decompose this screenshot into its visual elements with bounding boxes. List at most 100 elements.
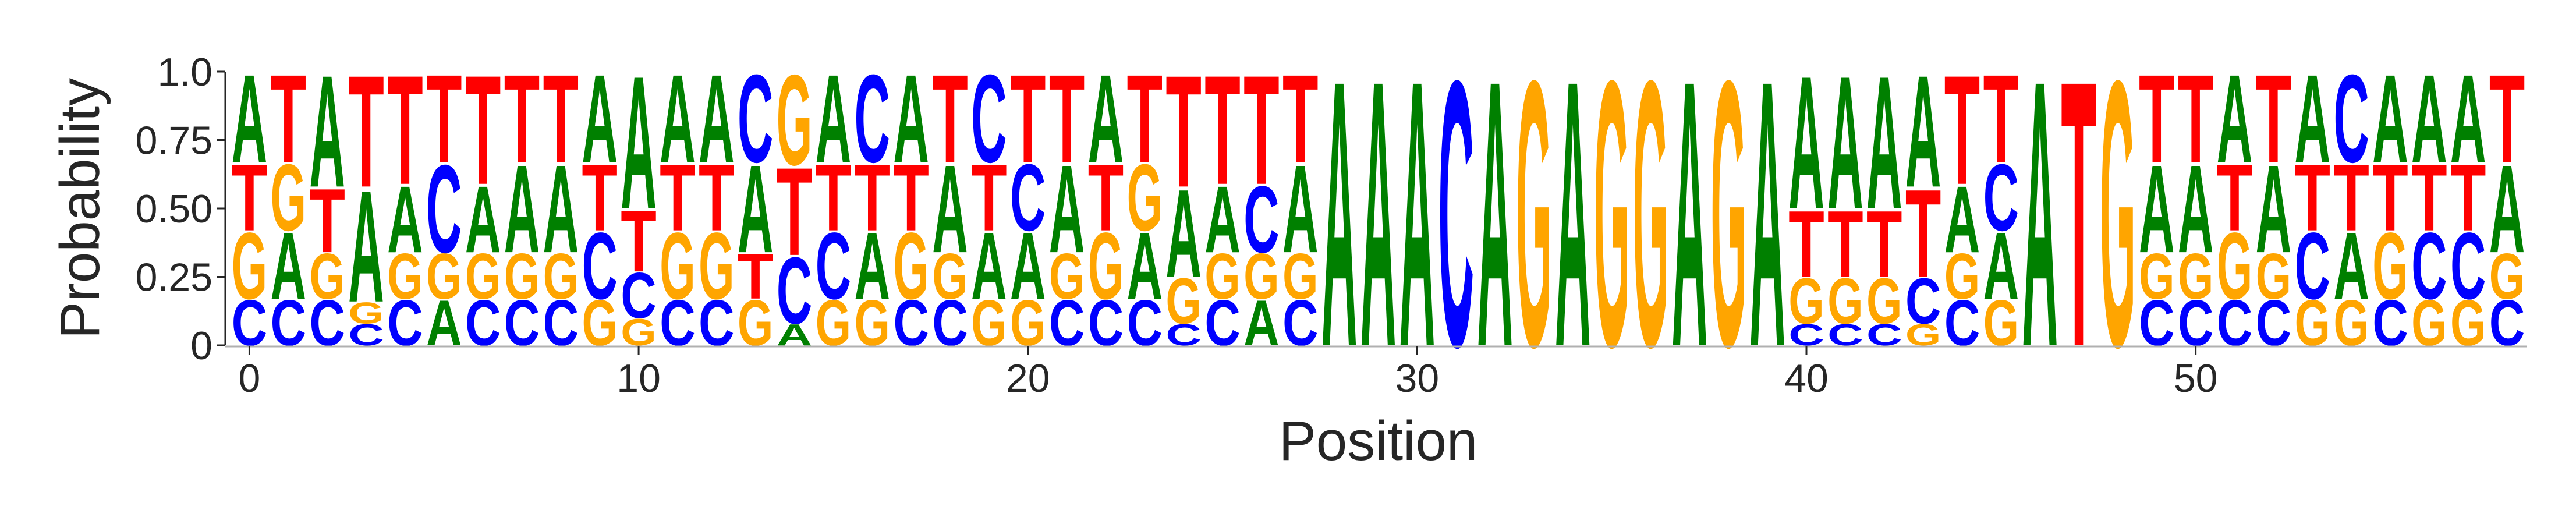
logo-letter-c: C bbox=[816, 213, 852, 319]
logo-letter-c: C bbox=[2256, 287, 2292, 359]
logo-letter-a: A bbox=[1555, 1, 1591, 426]
logo-letter-t: T bbox=[1944, 43, 1980, 217]
logo-letter-a: A bbox=[2294, 48, 2330, 189]
logo-letter-a: A bbox=[582, 48, 618, 189]
logo-letter-t: T bbox=[543, 48, 579, 189]
logo-letter-g: G bbox=[1594, 1, 1630, 426]
logo-letter-a: A bbox=[1127, 213, 1163, 319]
logo-letter-g: G bbox=[1944, 240, 1980, 313]
logo-letter-g: G bbox=[271, 144, 307, 250]
logo-letter-c: C bbox=[504, 287, 540, 359]
logo-letter-g: G bbox=[1282, 240, 1319, 313]
logo-letter-t: T bbox=[1204, 43, 1241, 217]
logo-letter-t: T bbox=[2450, 144, 2486, 250]
logo-letter-a: A bbox=[1204, 166, 1241, 272]
logo-letter-t: T bbox=[1827, 190, 1863, 297]
logo-letter-a: A bbox=[2333, 213, 2369, 319]
logo-letter-a: A bbox=[1672, 1, 1708, 426]
logo-letter-c: C bbox=[660, 287, 696, 359]
logo-letter-a: A bbox=[271, 213, 307, 319]
logo-letter-t: T bbox=[660, 144, 696, 250]
logo-letter-a: A bbox=[2372, 48, 2408, 189]
logo-letter-a: A bbox=[387, 166, 423, 272]
logo-letter-g: G bbox=[426, 240, 462, 313]
y-tick-label: 0.75 bbox=[136, 119, 212, 163]
logo-letter-a: A bbox=[232, 48, 268, 189]
logo-letter-c: C bbox=[2450, 213, 2486, 319]
logo-letter-a: A bbox=[1905, 42, 1941, 221]
logo-letter-a: A bbox=[2450, 48, 2486, 189]
logo-letter-t: T bbox=[2411, 144, 2447, 250]
logo-letter-g: G bbox=[582, 287, 618, 359]
logo-letter-a: A bbox=[543, 139, 579, 279]
logo-letter-c: C bbox=[1983, 144, 2019, 250]
logo-letter-t: T bbox=[1788, 190, 1824, 297]
logo-letter-a: A bbox=[2256, 139, 2292, 279]
logo-letter-a: A bbox=[1944, 166, 1980, 272]
logo-letter-g: G bbox=[2256, 240, 2292, 313]
logo-letter-c: C bbox=[1010, 144, 1046, 250]
x-ticks: 0 10 20 30 40 50 bbox=[239, 346, 2218, 401]
logo-letter-g: G bbox=[2372, 213, 2408, 319]
logo-letter-g: G bbox=[777, 48, 813, 193]
logo-letter-a: A bbox=[738, 139, 774, 279]
logo-letter-a: A bbox=[621, 37, 657, 249]
logo-letter-t: T bbox=[1049, 48, 1085, 189]
logo-letter-t: T bbox=[426, 48, 462, 189]
x-tick-label: 20 bbox=[1006, 356, 1050, 401]
logo-letter-c: C bbox=[426, 139, 462, 279]
logo-letter-t: T bbox=[816, 144, 852, 250]
logo-letter-a: A bbox=[1360, 1, 1397, 426]
logo-letter-t: T bbox=[2217, 144, 2253, 250]
logo-letter-g: G bbox=[1711, 1, 1747, 426]
logo-letter-t: T bbox=[2178, 48, 2214, 189]
logo-letter-c: C bbox=[543, 287, 579, 359]
logo-letter-a: A bbox=[1749, 1, 1785, 426]
logo-letter-g: G bbox=[1204, 240, 1241, 313]
logo-letter-t: T bbox=[2061, 1, 2097, 426]
logo-letter-g: G bbox=[1983, 287, 2019, 359]
logo-letter-t: T bbox=[582, 144, 618, 250]
logo-letter-a: A bbox=[1477, 1, 1513, 426]
logo-letter-t: T bbox=[738, 240, 774, 313]
logo-letter-c: C bbox=[1088, 287, 1124, 359]
logo-letter-g: G bbox=[1866, 265, 1902, 338]
logo-letter-t: T bbox=[1905, 164, 1941, 304]
logo-letter-g: G bbox=[2450, 287, 2486, 359]
logo-letter-a: A bbox=[1321, 1, 1358, 426]
logo-letter-t: T bbox=[893, 144, 929, 250]
logo-letter-c: C bbox=[777, 237, 813, 344]
logo-letter-c: C bbox=[271, 287, 307, 359]
logo-letter-c: C bbox=[1438, 1, 1474, 426]
logo-letter-t: T bbox=[2372, 144, 2408, 250]
logo-letter-g: G bbox=[1127, 144, 1163, 250]
logo-letter-a: A bbox=[1788, 37, 1824, 249]
logo-letter-c: C bbox=[1944, 287, 1980, 359]
x-tick-label: 50 bbox=[2174, 356, 2218, 401]
logo-letter-a: A bbox=[2178, 139, 2214, 279]
logo-letter-g: G bbox=[699, 213, 735, 319]
logo-letter-a: A bbox=[971, 213, 1007, 319]
logo-letter-c: C bbox=[2411, 213, 2447, 319]
x-tick-label: 10 bbox=[616, 356, 661, 401]
logo-letter-a: A bbox=[1983, 213, 2019, 319]
logo-letter-c: C bbox=[621, 260, 657, 332]
logo-letter-a: A bbox=[465, 166, 501, 272]
x-tick-label: 30 bbox=[1395, 356, 1440, 401]
logo-letter-t: T bbox=[932, 48, 968, 189]
logo-letter-a: A bbox=[699, 48, 735, 189]
logo-letter-c: C bbox=[2294, 213, 2330, 319]
logo-letter-c: C bbox=[1282, 287, 1319, 359]
logo-letter-t: T bbox=[1127, 48, 1163, 189]
logo-letter-g: G bbox=[816, 287, 852, 359]
x-tick-label: 40 bbox=[1784, 356, 1829, 401]
logo-letter-g: G bbox=[932, 240, 968, 313]
logo-letter-a: A bbox=[309, 42, 345, 221]
logo-letter-c: C bbox=[738, 48, 774, 189]
logo-letter-c: C bbox=[971, 48, 1007, 189]
logo-letter-t: T bbox=[699, 144, 735, 250]
logo-letter-t: T bbox=[621, 193, 657, 291]
logo-letter-c: C bbox=[465, 287, 501, 359]
y-tick-label: 0.50 bbox=[136, 187, 212, 231]
